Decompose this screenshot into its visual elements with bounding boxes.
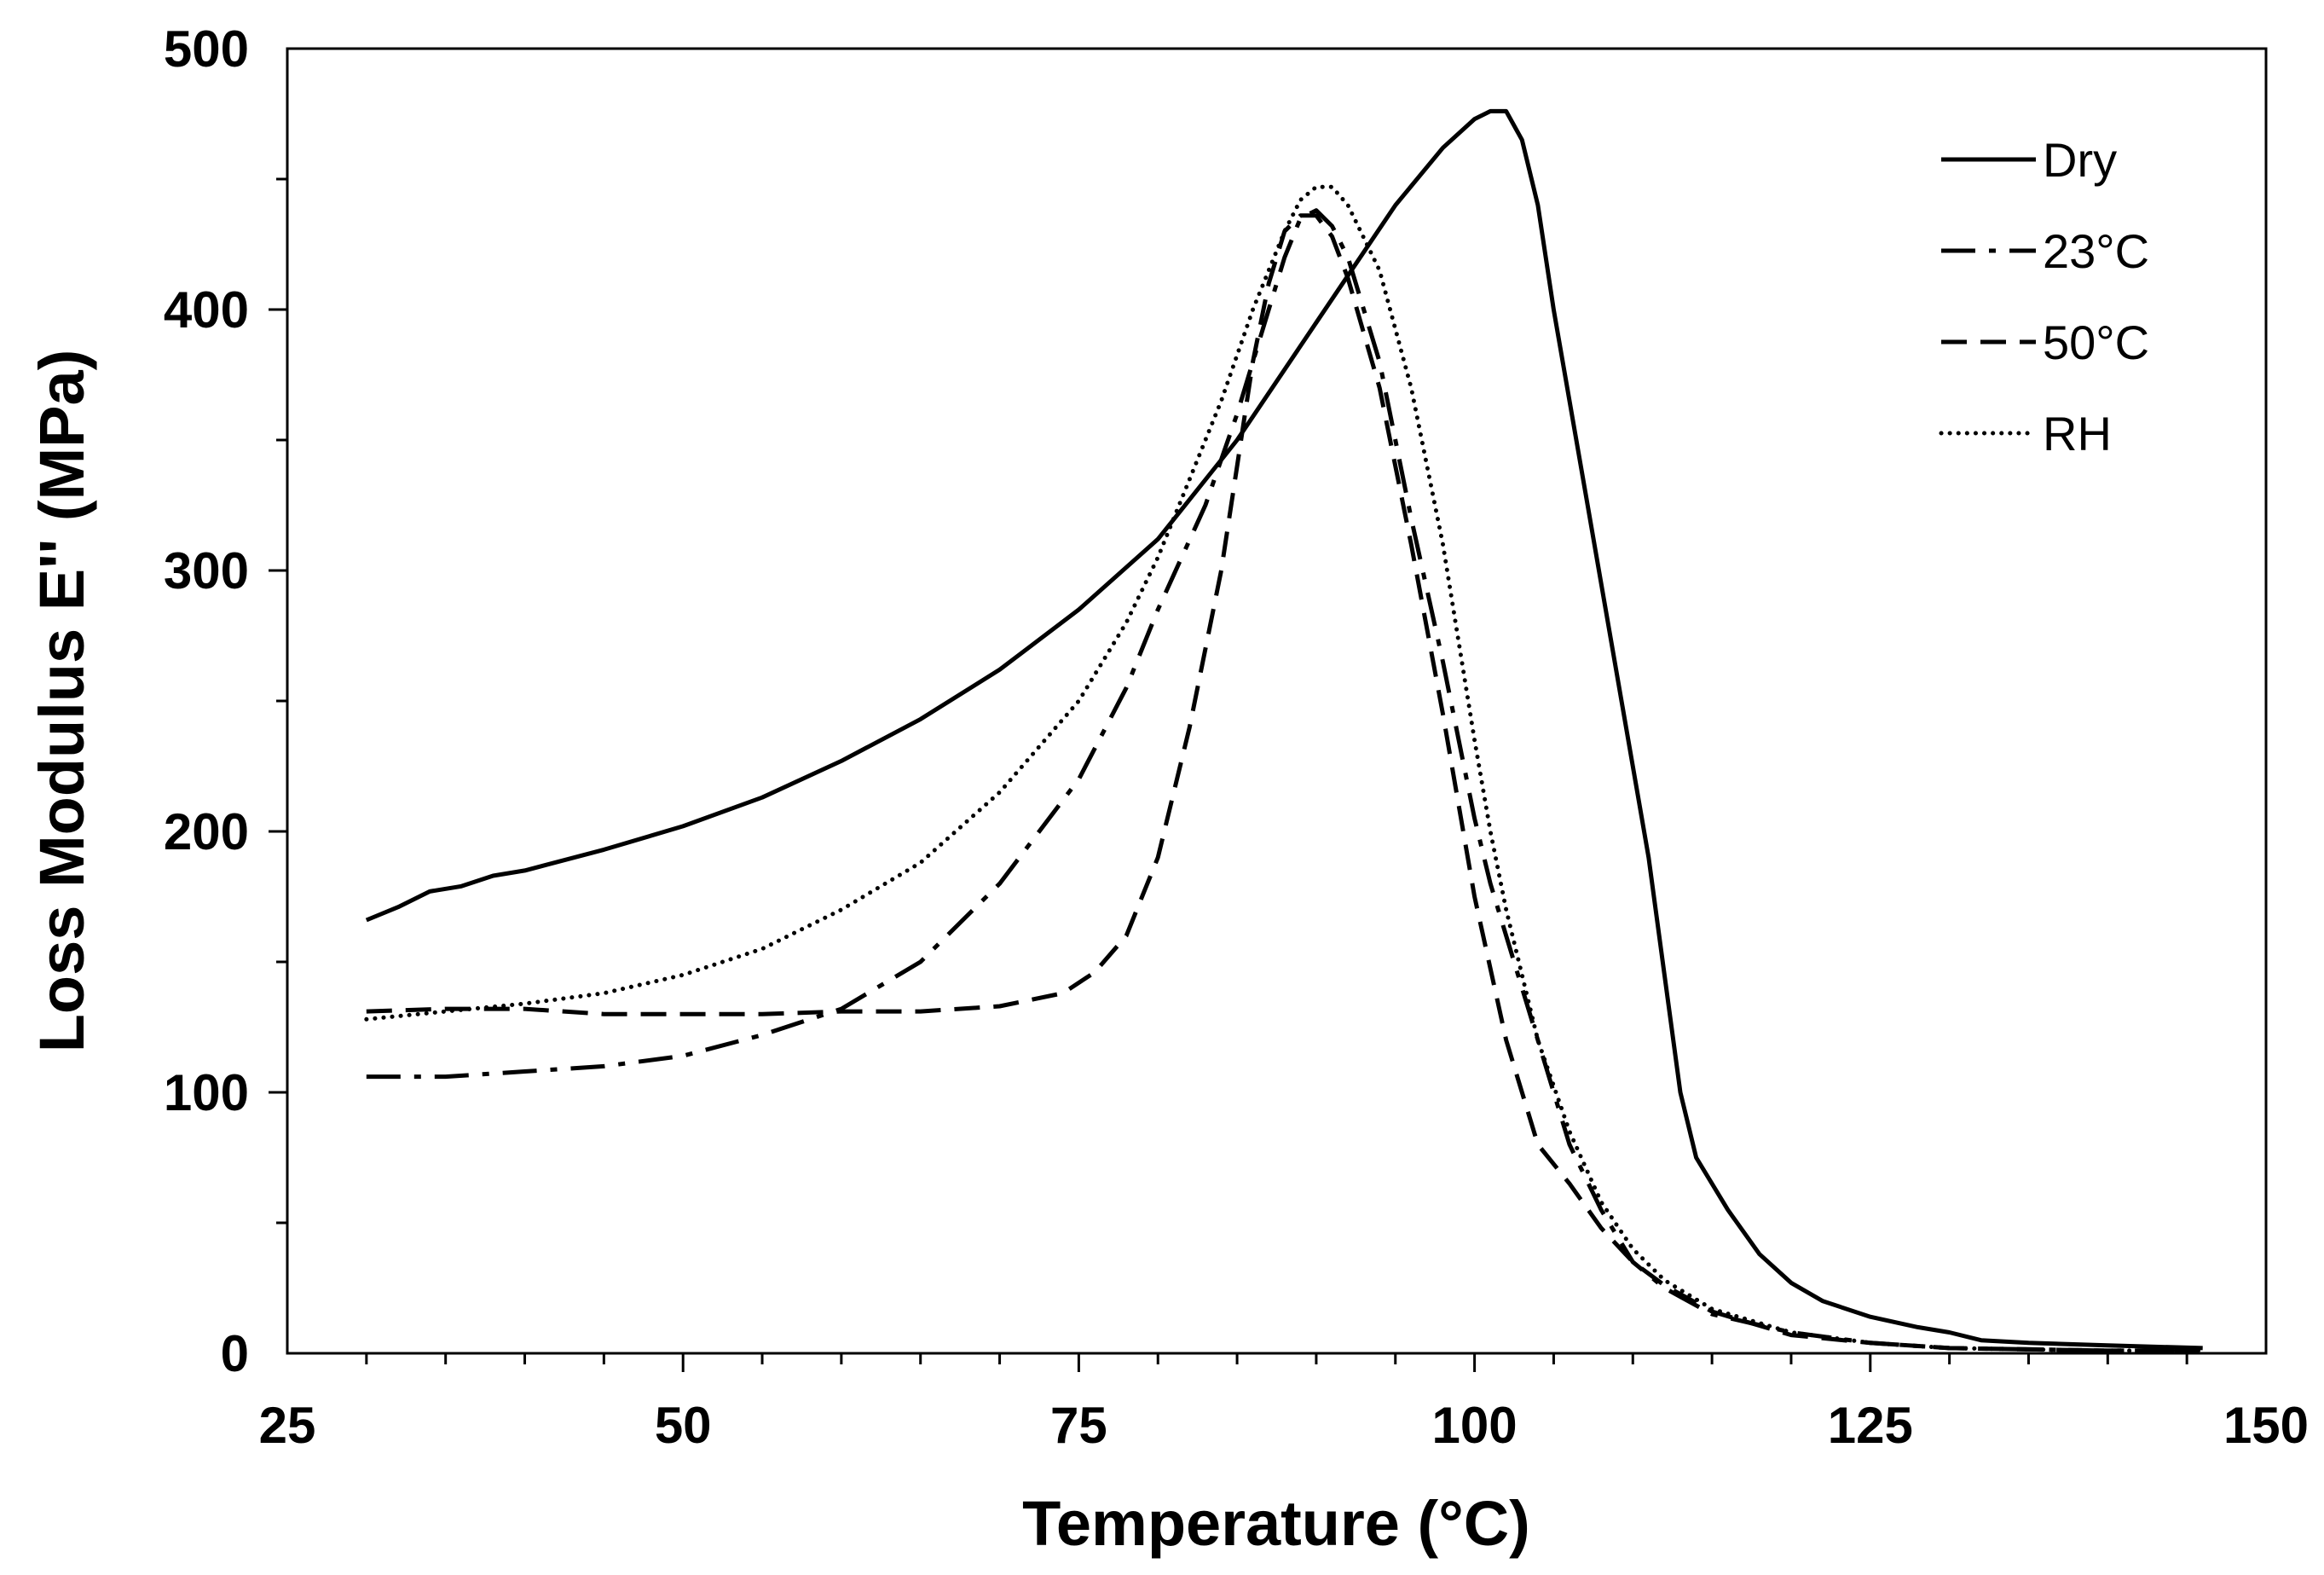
y-axis-ticks: 0 100 200 300 400 500 (164, 20, 287, 1382)
legend: Dry 23°C 50°C RH (1939, 133, 2149, 460)
x-axis-ticks: 25 50 75 100 125 150 (259, 1353, 2309, 1454)
y-tick-label: 0 (221, 1325, 249, 1382)
x-tick-label: 25 (259, 1397, 316, 1454)
series-layer (364, 108, 2205, 1353)
series-line-50c (366, 213, 2203, 1353)
y-tick-label: 100 (164, 1064, 249, 1121)
legend-label: RH (2043, 407, 2112, 460)
x-tick-label: 150 (2223, 1397, 2309, 1454)
y-tick-label: 500 (164, 20, 249, 78)
legend-label: Dry (2043, 133, 2117, 187)
legend-label: 23°C (2043, 224, 2149, 278)
series-line-23c (366, 208, 2203, 1353)
y-tick-label: 400 (164, 281, 249, 339)
x-axis-title: Temperature (°C) (1022, 1488, 1530, 1559)
plot-area (286, 47, 2268, 1355)
series-line-rh (364, 184, 2205, 1353)
series-line-dry (365, 108, 2203, 1351)
y-tick-label: 200 (164, 803, 249, 860)
x-tick-label: 50 (655, 1397, 712, 1454)
y-axis-title: Loss Modulus E'' (MPa) (26, 350, 97, 1053)
legend-label: 50°C (2043, 316, 2149, 369)
x-tick-label: 125 (1828, 1397, 1913, 1454)
x-tick-label: 100 (1432, 1397, 1518, 1454)
y-tick-label: 300 (164, 542, 249, 599)
x-tick-label: 75 (1050, 1397, 1107, 1454)
